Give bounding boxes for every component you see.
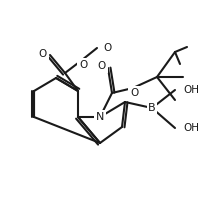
Text: B: B	[148, 103, 156, 113]
Text: O: O	[103, 43, 111, 53]
Text: O: O	[79, 60, 87, 70]
Text: O: O	[98, 61, 106, 71]
Text: OH: OH	[183, 123, 199, 133]
Text: O: O	[130, 88, 138, 98]
Text: OH: OH	[183, 85, 199, 95]
Text: N: N	[96, 112, 104, 122]
Text: O: O	[39, 49, 47, 59]
